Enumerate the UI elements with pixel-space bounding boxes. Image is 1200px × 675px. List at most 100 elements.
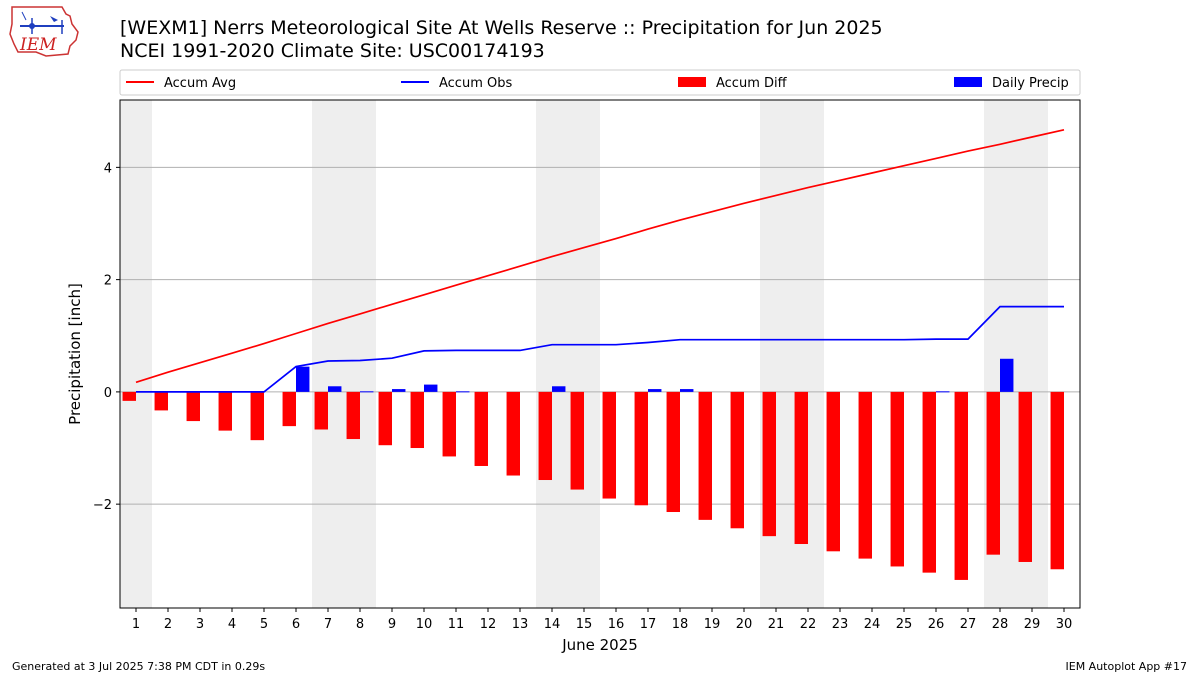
legend-swatch-bar: [954, 77, 982, 87]
iowa-outline-shape: [9, 6, 79, 57]
weekend-band: [120, 100, 152, 608]
x-tick-label: 13: [512, 617, 529, 632]
chart-title: [WEXM1] Nerrs Meteorological Site At Wel…: [120, 17, 883, 39]
x-tick-label: 8: [356, 617, 364, 632]
legend-label: Accum Avg: [164, 76, 236, 91]
daily-precip-bar: [424, 384, 438, 392]
y-tick-label: −2: [93, 498, 112, 513]
daily-precip-bar: [648, 389, 662, 392]
accum-diff-bar: [1018, 391, 1032, 562]
plot-frame: [119, 99, 1081, 609]
bars: [122, 358, 1064, 580]
accum-diff-bar: [890, 391, 904, 567]
app-credit: IEM Autoplot App #17: [1065, 660, 1188, 673]
legend-label: Daily Precip: [992, 76, 1069, 91]
x-tick-label: 1: [132, 617, 140, 632]
accum-diff-bar: [314, 391, 328, 430]
accum-diff-bar: [506, 391, 520, 476]
legend-label: Accum Obs: [439, 76, 512, 91]
x-tick-label: 18: [672, 617, 689, 632]
x-tick-label: 16: [608, 617, 625, 632]
weekend-band: [344, 100, 376, 608]
x-tick-label: 24: [864, 617, 881, 632]
x-tick-label: 29: [1024, 617, 1041, 632]
legend-box: [119, 69, 1081, 96]
y-tick-label: 0: [104, 386, 112, 401]
accum-diff-bar: [826, 391, 840, 552]
weekend-band: [568, 100, 600, 608]
accum-diff-bar: [122, 391, 136, 401]
x-tick-label: 25: [896, 617, 913, 632]
accum-diff-bar: [154, 391, 168, 411]
accum-diff-bar: [986, 391, 1000, 555]
accum-diff-bar: [250, 391, 264, 441]
accum-diff-bar: [1050, 391, 1064, 570]
x-tick-label: 30: [1056, 617, 1073, 632]
daily-precip-bar: [552, 386, 566, 392]
x-tick-label: 9: [388, 617, 396, 632]
logo-text: IEM: [19, 35, 57, 55]
daily-precip-bar: [392, 389, 406, 392]
accum-diff-bar: [666, 391, 680, 513]
x-tick-label: 19: [704, 617, 721, 632]
accum-diff-bar: [634, 391, 648, 506]
daily-precip-bar: [328, 386, 342, 392]
accum-diff-bar: [922, 391, 936, 573]
accum-diff-bar: [218, 391, 232, 431]
x-tick-label: 10: [416, 617, 433, 632]
accum-diff-bar: [858, 391, 872, 559]
accum-diff-bar: [762, 391, 776, 537]
accum-obs-line: [136, 305, 1064, 393]
x-tick-label: 2: [164, 617, 172, 632]
daily-precip-bar: [1000, 358, 1014, 392]
x-tick-label: 14: [544, 617, 561, 632]
x-tick-label: 12: [480, 617, 497, 632]
accum-diff-bar: [346, 391, 360, 440]
accum-diff-bar: [602, 391, 616, 499]
generated-timestamp: Generated at 3 Jul 2025 7:38 PM CDT in 0…: [12, 660, 266, 673]
x-tick-label: 7: [324, 617, 332, 632]
accum-diff-bar: [570, 391, 584, 490]
accum-diff-bar: [442, 391, 456, 457]
chart-subtitle: NCEI 1991-2020 Climate Site: USC00174193: [120, 40, 545, 62]
lines: [135, 128, 1065, 393]
x-tick-label: 22: [800, 617, 817, 632]
daily-precip-bar: [296, 366, 310, 392]
accum-diff-bar: [730, 391, 744, 529]
accum-diff-bar: [378, 391, 392, 446]
legend: Accum Avg Accum Obs Accum Diff Daily Precip: [119, 69, 1081, 96]
accum-diff-bar: [282, 391, 296, 427]
x-tick-label: 11: [448, 617, 465, 632]
daily-precip-bar: [360, 391, 374, 393]
daily-precip-bar: [680, 389, 694, 392]
accum-avg-line: [135, 128, 1065, 384]
weekend-shading: [120, 100, 1048, 608]
x-tick-label: 5: [260, 617, 268, 632]
x-tick-label: 27: [960, 617, 977, 632]
x-tick-label: 26: [928, 617, 945, 632]
accum-diff-bar: [186, 391, 200, 422]
weekend-band: [312, 100, 344, 608]
x-tick-label: 20: [736, 617, 753, 632]
x-tick-label: 28: [992, 617, 1009, 632]
weekend-band: [536, 100, 568, 608]
x-tick-label: 15: [576, 617, 593, 632]
daily-precip-bar: [456, 391, 470, 393]
x-tick-label: 3: [196, 617, 204, 632]
weather-instrument-icon: [20, 11, 64, 34]
y-axis-label: Precipitation [inch]: [66, 283, 84, 425]
x-tick-label: 21: [768, 617, 785, 632]
daily-precip-bar: [936, 391, 950, 393]
x-tick-label: 4: [228, 617, 236, 632]
accum-diff-bar: [410, 391, 424, 449]
accum-diff-bar: [954, 391, 968, 580]
gridlines: [120, 166, 1080, 505]
x-tick-label: 17: [640, 617, 657, 632]
y-tick-label: 2: [104, 274, 112, 289]
accum-diff-bar: [538, 391, 552, 481]
accum-diff-bar: [698, 391, 712, 520]
accum-diff-bar: [474, 391, 488, 466]
x-axis-label: June 2025: [561, 636, 638, 654]
y-tick-label: 4: [104, 161, 112, 176]
